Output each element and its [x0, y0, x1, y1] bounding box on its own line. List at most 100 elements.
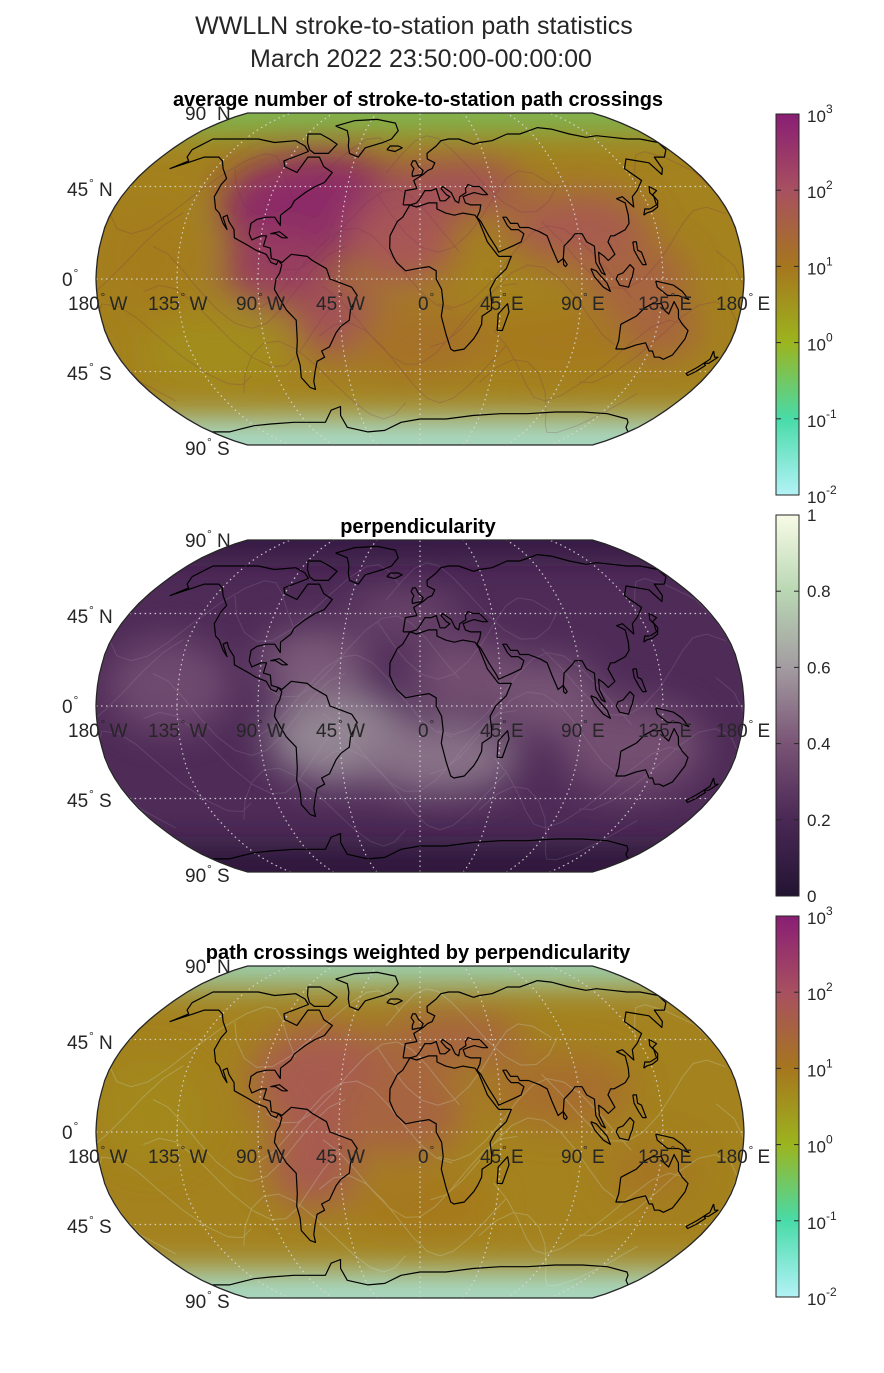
svg-text:45: 45	[480, 1147, 501, 1168]
svg-text:90: 90	[185, 104, 206, 125]
svg-text:90: 90	[236, 721, 257, 742]
svg-text:-2: -2	[826, 1285, 837, 1299]
svg-text:S: S	[99, 364, 112, 385]
longitude-label: 90 ° E	[561, 290, 605, 315]
longitude-label: 180 ° E	[716, 717, 770, 742]
longitude-label: 90 ° E	[561, 1143, 605, 1168]
svg-text:°: °	[74, 693, 79, 707]
svg-text:10: 10	[807, 1138, 826, 1157]
svg-text:45: 45	[67, 1217, 88, 1238]
svg-text:135: 135	[148, 721, 180, 742]
svg-text:10: 10	[807, 909, 826, 928]
longitude-label: 180 ° W	[68, 1143, 128, 1168]
svg-text:°: °	[89, 787, 94, 801]
svg-text:°: °	[101, 1143, 106, 1157]
colorbar-tick-label: 10 3	[807, 904, 833, 928]
svg-text:W: W	[347, 294, 365, 315]
svg-text:°: °	[89, 603, 94, 617]
svg-text:0: 0	[826, 331, 833, 345]
svg-text:3: 3	[826, 904, 833, 918]
svg-text:°: °	[101, 290, 106, 304]
svg-text:E: E	[511, 294, 524, 315]
svg-text:°: °	[583, 290, 588, 304]
longitude-label: 90 ° W	[236, 290, 285, 315]
svg-text:N: N	[99, 180, 113, 201]
longitude-label: 0 °	[418, 1143, 435, 1168]
svg-text:45: 45	[67, 791, 88, 812]
svg-text:°: °	[749, 290, 754, 304]
longitude-label: 180 ° E	[716, 1143, 770, 1168]
svg-text:°: °	[89, 1029, 94, 1043]
svg-text:10: 10	[807, 259, 826, 278]
svg-text:W: W	[190, 294, 208, 315]
svg-text:0: 0	[62, 1123, 73, 1144]
latitude-label: 45 ° N	[67, 1029, 113, 1054]
colorbar-tick-label: 10 2	[807, 178, 833, 202]
svg-text:90: 90	[561, 294, 582, 315]
svg-text:°: °	[207, 100, 212, 114]
svg-text:°: °	[502, 717, 507, 731]
svg-text:°: °	[671, 717, 676, 731]
panel-title: average number of stroke-to-station path…	[173, 89, 663, 111]
colorbar-tick-label: 10 -1	[807, 1209, 837, 1233]
svg-text:-1: -1	[826, 1209, 837, 1223]
svg-text:E: E	[511, 1147, 524, 1168]
svg-text:45: 45	[67, 1033, 88, 1054]
svg-text:10: 10	[807, 1061, 826, 1080]
svg-text:0.8: 0.8	[807, 582, 831, 601]
svg-text:S: S	[217, 1292, 230, 1313]
graticule	[96, 112, 744, 446]
svg-text:°: °	[181, 1143, 186, 1157]
longitude-label: 135 ° W	[148, 290, 208, 315]
svg-text:N: N	[99, 1033, 113, 1054]
svg-text:°: °	[338, 717, 343, 731]
svg-text:0: 0	[418, 294, 429, 315]
latitude-label: 90 ° S	[185, 862, 230, 887]
svg-text:E: E	[680, 721, 693, 742]
longitude-label: 180 ° E	[716, 290, 770, 315]
colorbar-tick-label: 0.8	[807, 582, 831, 601]
svg-text:°: °	[258, 290, 263, 304]
svg-text:180: 180	[68, 721, 100, 742]
svg-text:°: °	[749, 1143, 754, 1157]
svg-text:90: 90	[236, 1147, 257, 1168]
svg-text:135: 135	[638, 1147, 670, 1168]
latitude-label: 90 ° N	[185, 527, 231, 552]
colorbar: 1 0.8 0.6 0.4 0.2 0	[775, 506, 831, 906]
svg-text:45: 45	[67, 607, 88, 628]
panel-path-crossings: average number of stroke-to-station path…	[62, 89, 837, 507]
longitude-label: 135 ° E	[638, 717, 692, 742]
svg-text:45: 45	[480, 294, 501, 315]
coastlines	[169, 971, 719, 1286]
svg-text:0: 0	[807, 887, 816, 906]
latitude-label: 45 ° N	[67, 176, 113, 201]
figure-title-line2: March 2022 23:50:00-00:00:00	[250, 45, 592, 73]
svg-text:180: 180	[716, 721, 748, 742]
latitude-label: 45 ° N	[67, 603, 113, 628]
svg-text:°: °	[207, 435, 212, 449]
svg-text:180: 180	[716, 294, 748, 315]
svg-text:°: °	[258, 717, 263, 731]
svg-text:45: 45	[316, 1147, 337, 1168]
svg-text:-1: -1	[826, 407, 837, 421]
svg-text:45: 45	[67, 180, 88, 201]
svg-text:°: °	[583, 717, 588, 731]
longitude-label: 45 ° W	[316, 290, 365, 315]
svg-text:0: 0	[826, 1133, 833, 1147]
latitude-label: 45 ° S	[67, 360, 112, 385]
svg-text:135: 135	[638, 721, 670, 742]
latitude-label: 90 ° N	[185, 953, 231, 978]
colorbar-tick-label: 1	[807, 506, 816, 525]
panel-title: path crossings weighted by perpendicular…	[206, 942, 631, 964]
svg-text:0: 0	[62, 270, 73, 291]
colorbar-tick-label: 10 -2	[807, 483, 837, 507]
svg-text:0.4: 0.4	[807, 735, 831, 754]
svg-text:°: °	[671, 290, 676, 304]
svg-text:°: °	[338, 1143, 343, 1157]
latitude-label: 90 ° N	[185, 100, 231, 125]
data-field	[96, 113, 744, 445]
svg-text:W: W	[267, 294, 285, 315]
svg-text:90: 90	[561, 1147, 582, 1168]
svg-text:E: E	[592, 721, 605, 742]
svg-text:E: E	[758, 294, 771, 315]
